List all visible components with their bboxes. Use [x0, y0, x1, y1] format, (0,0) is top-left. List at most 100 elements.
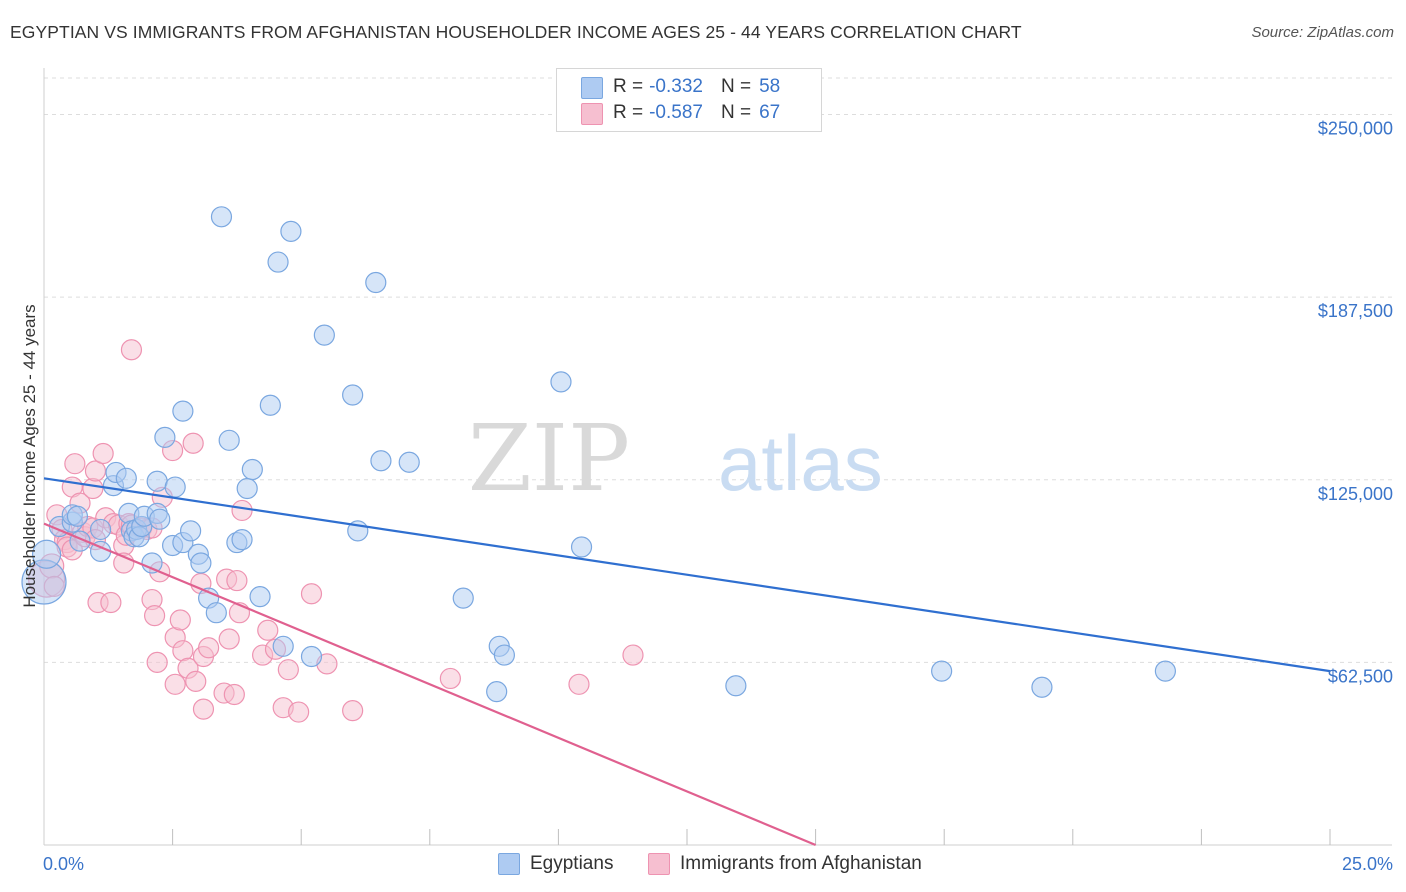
- point-egyptians: [180, 520, 202, 542]
- point-egyptians: [452, 587, 474, 609]
- series-afghanistan-points: [27, 339, 644, 723]
- point-afghanistan: [568, 673, 590, 695]
- source-label: Source: ZipAtlas.com: [1251, 24, 1394, 41]
- point-egyptians: [725, 675, 747, 697]
- point-egyptians: [164, 476, 186, 498]
- point-afghanistan: [92, 442, 114, 465]
- point-afghanistan: [223, 683, 245, 706]
- point-egyptians: [218, 429, 240, 451]
- watermark-atlas: atlas: [718, 419, 883, 507]
- point-egyptians: [172, 400, 194, 422]
- watermark-zip: ZIP: [468, 405, 630, 512]
- stats-legend: R = -0.332 N = 58 R = -0.587 N = 67: [556, 68, 822, 132]
- y-tick-label: $62,500: [1328, 666, 1393, 686]
- point-egyptians: [486, 680, 508, 703]
- legend-n-value: 67: [759, 102, 781, 123]
- point-afghanistan: [185, 670, 207, 692]
- point-afghanistan: [120, 339, 143, 361]
- legend-r-label: R =: [613, 76, 644, 97]
- point-egyptians: [1154, 660, 1176, 682]
- point-egyptians: [210, 206, 233, 228]
- point-afghanistan: [198, 637, 220, 659]
- point-afghanistan: [342, 699, 364, 722]
- point-afghanistan: [146, 651, 168, 673]
- bottom-legend-egyptians: Egyptians: [498, 851, 613, 877]
- point-egyptians: [89, 518, 112, 541]
- point-afghanistan: [277, 659, 299, 681]
- point-afghanistan: [64, 453, 86, 475]
- point-egyptians: [190, 552, 212, 574]
- legend-swatch-pink: [581, 103, 603, 125]
- axis-labels: $62,500 $125,000 $187,500 $250,000 0.0% 25.0%…: [20, 119, 1393, 874]
- point-egyptians: [280, 220, 302, 242]
- point-egyptians: [259, 394, 281, 416]
- point-afghanistan: [257, 619, 279, 641]
- point-afghanistan: [622, 644, 644, 666]
- y-tick-label: $125,000: [1318, 484, 1393, 504]
- point-egyptians: [570, 536, 593, 558]
- point-afghanistan: [231, 499, 253, 522]
- point-egyptians: [267, 251, 289, 273]
- point-egyptians: [550, 371, 572, 393]
- point-afghanistan: [182, 432, 204, 454]
- point-egyptians: [300, 645, 323, 668]
- bottom-legend-label: Egyptians: [530, 853, 614, 874]
- legend-r-value: -0.332: [649, 76, 703, 97]
- point-afghanistan: [84, 460, 107, 482]
- point-egyptians: [249, 586, 271, 608]
- point-egyptians: [398, 451, 420, 473]
- y-tick-label: $250,000: [1318, 119, 1393, 139]
- chart-title: EGYPTIAN VS IMMIGRANTS FROM AFGHANISTAN …: [10, 22, 1022, 42]
- point-afghanistan: [218, 628, 240, 650]
- point-egyptians: [236, 477, 258, 500]
- legend-row-afghanistan: R = -0.587 N = 67: [581, 100, 781, 126]
- bottom-legend-swatch-pink: [648, 853, 670, 875]
- point-egyptians: [313, 324, 335, 346]
- watermark: ZIP atlas: [468, 405, 883, 512]
- gridlines: [44, 77, 1392, 663]
- point-egyptians: [342, 384, 364, 406]
- point-egyptians: [149, 508, 171, 530]
- bottom-legend-afghanistan: Immigrants from Afghanistan: [648, 851, 922, 877]
- point-afghanistan: [82, 477, 104, 500]
- point-afghanistan: [100, 591, 122, 614]
- point-egyptians: [141, 552, 163, 574]
- series-egyptians-points: [21, 206, 1176, 703]
- trend-lines: [43, 477, 1331, 847]
- point-egyptians: [370, 450, 392, 472]
- bottom-legend-swatch-blue: [498, 853, 520, 875]
- point-egyptians: [1031, 676, 1053, 698]
- trend-line-egyptians: [43, 477, 1331, 673]
- y-tick-label: $187,500: [1318, 301, 1393, 321]
- x-tick-label-start: 0.0%: [43, 854, 84, 874]
- point-egyptians: [146, 470, 168, 492]
- legend-n-value: 58: [759, 76, 781, 97]
- point-afghanistan: [300, 583, 323, 605]
- point-egyptians: [365, 271, 387, 294]
- legend-r-value: -0.587: [649, 102, 703, 123]
- point-afghanistan: [143, 605, 166, 627]
- point-egyptians: [231, 529, 253, 551]
- trend-line-afghanistan: [43, 522, 817, 847]
- point-egyptians: [31, 539, 62, 569]
- legend-row-egyptians: R = -0.332 N = 58: [581, 74, 781, 100]
- point-afghanistan: [169, 609, 191, 631]
- point-egyptians: [272, 635, 294, 657]
- x-tick-label-end: 25.0%: [1342, 854, 1393, 874]
- bottom-legend-label: Immigrants from Afghanistan: [680, 853, 922, 874]
- point-egyptians: [241, 458, 263, 481]
- point-egyptians: [154, 426, 176, 448]
- legend-r-label: R =: [613, 102, 644, 123]
- legend-n-label: N =: [720, 102, 752, 123]
- legend-n-label: N =: [720, 76, 752, 97]
- point-egyptians: [66, 505, 89, 527]
- point-afghanistan: [288, 701, 310, 723]
- point-egyptians: [205, 602, 227, 624]
- point-afghanistan: [172, 640, 194, 662]
- point-egyptians: [931, 660, 953, 682]
- point-afghanistan: [164, 673, 186, 695]
- y-axis-title: Householder Income Ages 25 - 44 years: [20, 304, 39, 607]
- point-afghanistan: [192, 698, 215, 720]
- point-afghanistan: [226, 569, 248, 592]
